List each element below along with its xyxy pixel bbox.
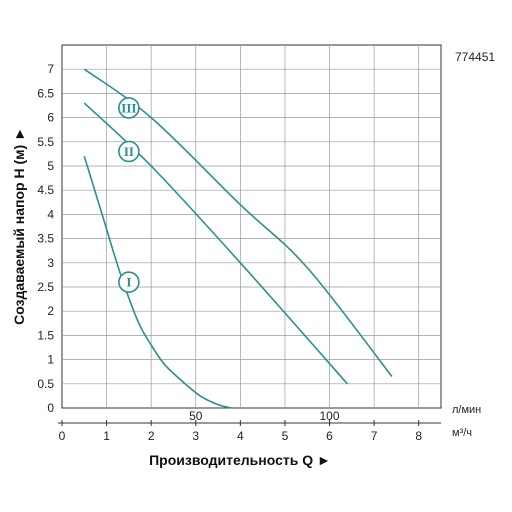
series-label-II: II [124, 144, 134, 159]
x-tick-label: 4 [237, 429, 244, 443]
model-code: 774451 [455, 50, 495, 64]
y-tick-label: 1 [47, 353, 54, 367]
y-tick-label: 5.5 [37, 135, 54, 149]
x-tick-label: 3 [192, 429, 199, 443]
series-label-III: III [121, 100, 136, 115]
x-tick-label: 0 [59, 429, 66, 443]
y-tick-label: 6 [47, 111, 54, 125]
y-tick-label: 0.5 [37, 377, 54, 391]
x-secondary-tick-label: 50 [189, 409, 203, 423]
series-line-I [83, 156, 232, 409]
y-tick-label: 2.5 [37, 280, 54, 294]
series-marker-I [118, 271, 140, 293]
y-axis-title: Создаваемый напор H (м) ► [11, 127, 27, 325]
series-marker-III [118, 97, 140, 119]
x-secondary-tick-label: 100 [320, 409, 340, 423]
y-tick-label: 3.5 [37, 232, 54, 246]
y-tick-label: 7 [47, 62, 54, 76]
y-tick-label: 5 [47, 159, 54, 173]
y-tick-label: 3 [47, 256, 54, 270]
x-tick-label: 6 [326, 429, 333, 443]
x-axis-title: Производительность Q ► [149, 452, 331, 468]
series-line-II [83, 102, 348, 385]
x-tick-label: 2 [148, 429, 155, 443]
x-tick-label: 7 [371, 429, 378, 443]
x-tick-label: 1 [103, 429, 110, 443]
x-tick-label: 5 [282, 429, 289, 443]
x-tick-label: 8 [415, 429, 422, 443]
y-tick-label: 1.5 [37, 328, 54, 342]
y-tick-label: 2 [47, 304, 54, 318]
plot-area [61, 44, 442, 409]
y-tick-label: 0 [47, 401, 54, 415]
y-tick-label: 4.5 [37, 183, 54, 197]
series-marker-II [118, 140, 140, 163]
x-unit-primary: м³/ч [452, 427, 472, 439]
y-tick-labels: 0 0.5 1 1.5 2 2.5 3 3.5 4 4.5 5 5.5 6 6.5 7 [37, 62, 54, 415]
x-unit-secondary: л/мин [452, 404, 481, 416]
series-label-I: I [126, 275, 131, 290]
y-tick-label: 6.5 [37, 86, 54, 100]
y-tick-label: 4 [47, 207, 54, 221]
x-secondary-tick-labels: 50 100 [189, 409, 340, 423]
